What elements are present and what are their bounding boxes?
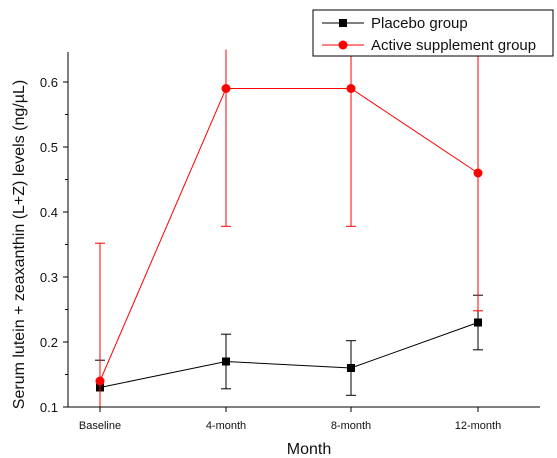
series-placebo [95, 294, 483, 407]
y-axis-title: Serum lutein + zeaxanthin (L+Z) levels (… [11, 80, 28, 409]
legend: Placebo group Active supplement group [312, 9, 554, 57]
x-axis-ticks: Baseline 4-month 8-month 12-month [79, 407, 501, 432]
legend-label: Active supplement group [371, 37, 536, 54]
legend-marker [338, 40, 348, 50]
data-point [473, 168, 483, 178]
legend-label: Placebo group [371, 15, 468, 32]
y-tick-label: 0.3 [40, 270, 58, 285]
x-tick-label: Baseline [79, 420, 121, 432]
series-active [95, 49, 483, 407]
y-tick-label: 0.2 [40, 335, 58, 350]
x-axis-title: Month [287, 441, 331, 458]
data-point [221, 84, 231, 93]
data-point [346, 84, 356, 93]
legend-entry: Placebo group [322, 15, 468, 32]
y-tick-label: 0.4 [40, 205, 58, 220]
x-tick-label: 4-month [206, 420, 246, 432]
plot-area [95, 49, 483, 407]
axes [67, 52, 540, 408]
legend-marker [339, 19, 347, 27]
x-tick-label: 8-month [331, 420, 371, 432]
series-line [99, 322, 479, 388]
data-point [474, 318, 482, 327]
y-tick-label: 0.6 [40, 75, 58, 90]
y-axis-ticks: 0.1 0.2 0.3 0.4 0.5 0.6 [40, 75, 68, 415]
y-tick-label: 0.5 [40, 140, 58, 155]
legend-entry: Active supplement group [322, 37, 536, 54]
series-line [99, 88, 479, 382]
x-tick-label: 12-month [455, 420, 501, 432]
data-point [347, 364, 355, 372]
data-point [222, 357, 230, 366]
y-tick-label: 0.1 [40, 400, 58, 415]
legend-box [312, 9, 554, 57]
data-point [95, 376, 105, 386]
